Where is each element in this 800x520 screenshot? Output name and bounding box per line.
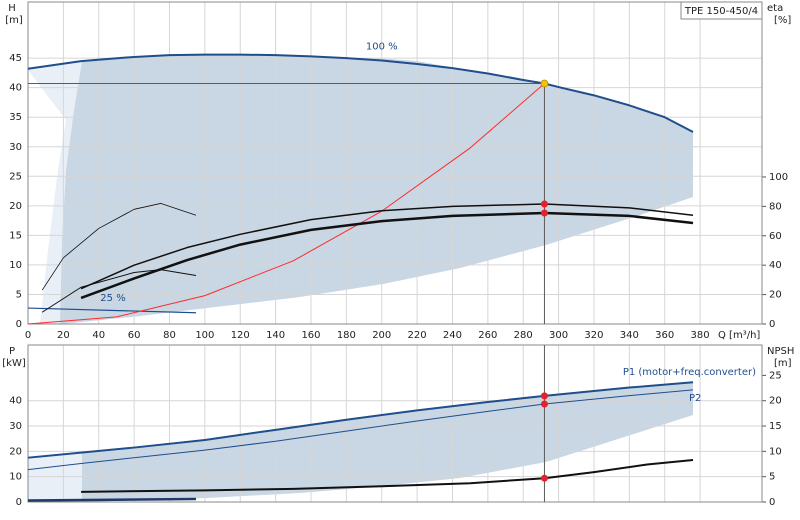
x-tick-label: 180 — [337, 330, 356, 341]
y2-tick-label: 40 — [769, 260, 782, 271]
y2-tick-label: 60 — [769, 231, 782, 242]
y2-tick-label: 80 — [769, 201, 782, 212]
curve — [80, 203, 694, 290]
y-tick-label: 25 — [9, 171, 22, 182]
x-tick-label: 340 — [620, 330, 639, 341]
y-tick-label: 30 — [9, 142, 22, 153]
plot-frame — [27, 1, 763, 325]
y2-tick-label: 10 — [769, 446, 782, 457]
curve — [27, 497, 197, 502]
x-tick-label: 260 — [478, 330, 497, 341]
light-power-area — [28, 452, 82, 502]
y-axis-label: P — [9, 346, 15, 357]
y-tick-label: 5 — [16, 289, 22, 300]
curve — [27, 307, 197, 314]
operating-area — [60, 55, 693, 324]
y2-tick-label: 100 — [769, 172, 788, 183]
curve-label: 100 % — [366, 41, 398, 52]
x-tick-label: 0 — [25, 330, 31, 341]
y-axis-label: H — [8, 3, 16, 14]
y2-tick-label: 5 — [769, 472, 775, 483]
x-tick-label: 80 — [163, 330, 176, 341]
y2-axis-unit: [%] — [774, 15, 791, 26]
x-tick-label: 40 — [92, 330, 105, 341]
x-axis-label: Q [m³/h] — [718, 330, 760, 341]
y2-tick-label: 0 — [769, 497, 775, 508]
curve — [27, 381, 694, 459]
duty-marker — [540, 209, 548, 217]
x-tick-label: 220 — [408, 330, 427, 341]
y2-tick-label: 20 — [769, 290, 782, 301]
power-area — [82, 382, 693, 502]
y-tick-label: 0 — [16, 497, 22, 508]
y-tick-label: 10 — [9, 472, 22, 483]
curve — [27, 53, 694, 133]
y-tick-label: 35 — [9, 112, 22, 123]
curve-label: 25 % — [100, 293, 125, 304]
y-tick-label: 10 — [9, 260, 22, 271]
y-tick-label: 0 — [16, 319, 22, 330]
y-tick-label: 15 — [9, 230, 22, 241]
y2-tick-label: 0 — [769, 319, 775, 330]
curve-label: P1 (motor+freq.converter) — [623, 367, 756, 378]
x-tick-label: 160 — [301, 330, 320, 341]
duty-marker — [540, 200, 548, 208]
x-tick-label: 60 — [128, 330, 141, 341]
x-tick-label: 120 — [231, 330, 250, 341]
x-tick-label: 320 — [584, 330, 603, 341]
duty-marker — [540, 392, 548, 400]
x-tick-label: 300 — [549, 330, 568, 341]
chart-title: TPE 150-450/4 — [684, 6, 758, 17]
curve — [27, 389, 694, 471]
x-tick-label: 380 — [691, 330, 710, 341]
curve-label: P2 — [689, 393, 701, 404]
y-tick-label: 40 — [9, 396, 22, 407]
y-axis-unit: [kW] — [2, 358, 26, 369]
y2-axis-label: eta — [767, 3, 783, 14]
duty-marker — [540, 474, 548, 482]
curve — [41, 203, 197, 291]
y2-axis-label: NPSH — [767, 346, 794, 357]
y2-tick-label: 20 — [769, 396, 782, 407]
y2-tick-label: 15 — [769, 421, 782, 432]
curve — [41, 269, 197, 313]
y-tick-label: 30 — [9, 421, 22, 432]
y-tick-label: 20 — [9, 446, 22, 457]
duty-marker — [540, 400, 548, 408]
title-box — [680, 1, 763, 20]
y2-axis-unit: [m] — [774, 358, 792, 369]
y-tick-label: 45 — [9, 53, 22, 64]
curve — [27, 83, 545, 325]
light-operating-area — [28, 61, 82, 324]
x-tick-label: 280 — [514, 330, 533, 341]
x-tick-label: 20 — [57, 330, 70, 341]
x-tick-label: 240 — [443, 330, 462, 341]
curve — [81, 458, 694, 493]
x-tick-label: 100 — [195, 330, 214, 341]
x-tick-label: 360 — [655, 330, 674, 341]
y-tick-label: 40 — [9, 83, 22, 94]
y2-tick-label: 25 — [769, 370, 782, 381]
y-axis-unit: [m] — [5, 15, 23, 26]
plot-frame — [27, 344, 763, 503]
duty-marker — [540, 79, 549, 88]
x-tick-label: 140 — [266, 330, 285, 341]
y-tick-label: 20 — [9, 201, 22, 212]
x-tick-label: 200 — [372, 330, 391, 341]
